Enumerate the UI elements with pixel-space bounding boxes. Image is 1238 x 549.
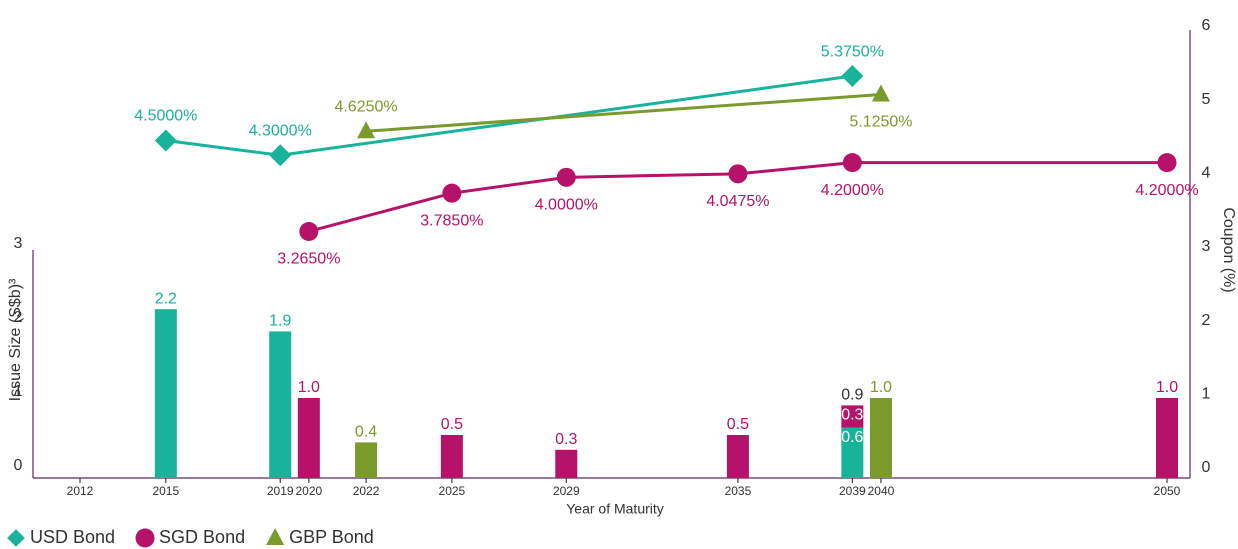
y2-tick-label: 3 [1202, 238, 1211, 255]
bar-value-label: 0.3 [555, 431, 577, 448]
marker [299, 221, 319, 241]
marker [871, 84, 890, 102]
coupon-label: 4.5000% [134, 108, 197, 125]
legend-marker [135, 528, 155, 548]
bar-value-label: 2.2 [155, 290, 177, 307]
legend-label: SGD Bond [159, 527, 245, 547]
x-tick-label: 2040 [868, 484, 895, 498]
bar-value-label: 0.3 [841, 407, 863, 424]
bar-value-label: 1.0 [298, 379, 320, 396]
bar-value-label: 0.5 [727, 416, 749, 433]
y-tick-label: 1 [14, 383, 23, 400]
x-tick-label: 2015 [152, 484, 179, 498]
legend-label: GBP Bond [289, 527, 374, 547]
bar [355, 442, 378, 478]
coupon-line [165, 74, 853, 157]
x-tick-label: 2035 [725, 484, 752, 498]
x-tick-label: 2050 [1154, 484, 1181, 498]
x-tick-label: 2022 [353, 484, 380, 498]
marker [841, 65, 864, 88]
bar [1156, 398, 1178, 478]
marker [556, 167, 576, 187]
coupon-label: 3.7850% [420, 212, 483, 229]
bar [841, 427, 864, 478]
bar-value-label: 1.9 [269, 313, 291, 330]
coupon-label: 4.3000% [249, 122, 312, 139]
coupon-label: 3.2650% [277, 251, 340, 268]
y-tick-label: 3 [14, 235, 23, 252]
y2-tick-label: 0 [1202, 459, 1211, 476]
bar [869, 398, 892, 478]
coupon-label: 5.1250% [849, 114, 912, 131]
marker [1157, 153, 1177, 173]
marker [357, 121, 376, 139]
x-tick-label: 2019 [267, 484, 294, 498]
coupon-label: 4.6250% [334, 99, 397, 116]
marker [728, 164, 748, 184]
bar-value-label: 1.0 [1156, 379, 1178, 396]
y2-tick-label: 5 [1202, 91, 1211, 108]
bar-value-label: 0.5 [441, 416, 463, 433]
legend-marker [7, 529, 25, 547]
marker [842, 153, 862, 173]
x-tick-label: 2025 [439, 484, 466, 498]
y2-tick-label: 1 [1202, 386, 1211, 403]
legend-label: USD Bond [30, 527, 115, 547]
y2-tick-label: 4 [1202, 165, 1211, 182]
x-tick-label: 2029 [553, 484, 580, 498]
marker [442, 183, 462, 203]
bar [841, 405, 864, 428]
bar-value-label: 1.0 [870, 379, 892, 396]
marker [269, 144, 292, 167]
bar [555, 449, 578, 478]
y2-axis-label: Coupon (%) [1220, 207, 1237, 292]
x-axis-label: Year of Maturity [566, 501, 664, 517]
y-tick-label: 0 [14, 457, 23, 474]
coupon-label: 5.3750% [821, 43, 884, 60]
bar [297, 398, 320, 478]
bar-value-label: 0.6 [841, 429, 863, 446]
coupon-label: 4.0475% [706, 193, 769, 210]
bar [154, 309, 177, 478]
legend-marker [266, 528, 285, 545]
y-tick-label: 2 [14, 309, 23, 326]
coupon-label: 4.0000% [535, 197, 598, 214]
y-axis-label: Issue Size (S$b)³ [7, 278, 24, 401]
bar [726, 435, 749, 478]
coupon-line [308, 161, 1167, 233]
y2-tick-label: 2 [1202, 312, 1211, 329]
bar [269, 331, 292, 478]
x-tick-label: 2020 [295, 484, 322, 498]
bar [440, 435, 463, 478]
stack-total-label: 0.9 [841, 387, 863, 404]
coupon-label: 4.2000% [1135, 182, 1198, 199]
marker [154, 129, 177, 152]
y2-tick-label: 6 [1202, 17, 1211, 34]
x-tick-label: 2039 [839, 484, 866, 498]
x-tick-label: 2012 [67, 484, 94, 498]
coupon-line [365, 92, 882, 133]
coupon-label: 4.2000% [821, 182, 884, 199]
bar-value-label: 0.4 [355, 424, 377, 441]
